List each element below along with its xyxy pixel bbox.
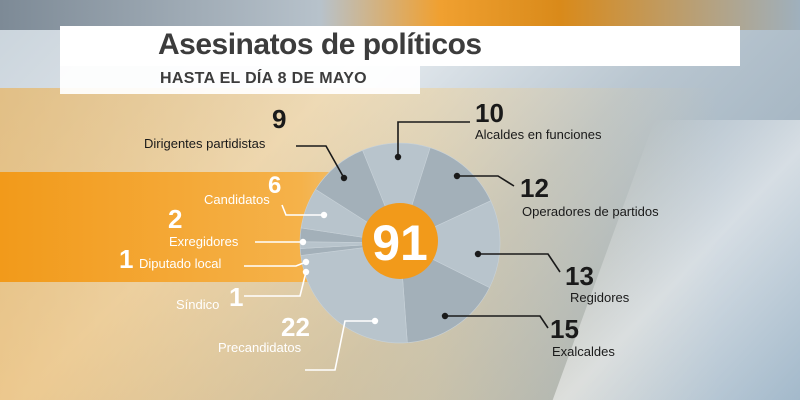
category-label-exalcaldes: Exalcaldes — [552, 344, 615, 359]
leader-dot-operadores-de-partidos — [453, 172, 461, 180]
leader-line-diputado-local — [244, 261, 307, 267]
leader-dot-diputado-local — [302, 258, 310, 266]
category-label-exregidores: Exregidores — [169, 234, 239, 249]
value-label-precandidatos: 22 — [281, 312, 310, 342]
pie-slice-regidores — [399, 200, 501, 289]
category-label-operadores-de-partidos: Operadores de partidos — [522, 204, 659, 219]
leader-line-alcaldes-en-funciones — [397, 121, 470, 157]
leader-line-exalcaldes — [445, 315, 549, 329]
value-label-candidatos: 6 — [268, 172, 281, 199]
leader-dot-sindico — [302, 268, 310, 276]
leader-dot-precandidatos — [371, 317, 379, 325]
value-label-alcaldes-en-funciones: 10 — [475, 98, 504, 128]
pie-slice-alcaldes-en-funciones — [362, 142, 431, 244]
total-value: 91 — [372, 215, 428, 271]
category-label-dirigentes-partidistas: Dirigentes partidistas — [144, 136, 266, 151]
category-label-sindico: Síndico — [176, 297, 219, 312]
chart-subtitle: HASTA EL DÍA 8 DE MAYO — [160, 70, 367, 87]
category-label-diputado-local: Diputado local — [139, 256, 221, 271]
leader-dot-alcaldes-en-funciones — [394, 153, 402, 161]
value-label-sindico: 1 — [229, 282, 243, 312]
value-label-regidores: 13 — [565, 261, 594, 291]
value-label-exregidores: 2 — [168, 204, 182, 234]
background-top-strip — [0, 0, 800, 30]
leader-dot-exregidores — [299, 238, 307, 246]
value-label-operadores-de-partidos: 12 — [520, 173, 549, 203]
value-label-exalcaldes: 15 — [550, 314, 579, 344]
category-label-precandidatos: Precandidatos — [218, 340, 302, 355]
leader-dot-regidores — [474, 250, 482, 258]
leader-line-sindico — [244, 271, 307, 297]
value-label-dirigentes-partidistas: 9 — [272, 104, 286, 134]
leader-line-operadores-de-partidos — [457, 175, 515, 187]
category-label-regidores: Regidores — [570, 290, 630, 305]
total-circle — [362, 203, 438, 279]
category-label-alcaldes-en-funciones: Alcaldes en funciones — [475, 127, 602, 142]
category-label-candidatos: Candidatos — [204, 192, 270, 207]
subtitle-bar — [60, 66, 420, 94]
chart-title: Asesinatos de políticos — [158, 28, 482, 61]
leader-dot-exalcaldes — [441, 312, 449, 320]
leader-line-dirigentes-partidistas — [296, 145, 345, 179]
leader-line-precandidatos — [305, 320, 375, 371]
title-bar — [60, 26, 740, 66]
leader-line-regidores — [478, 253, 561, 273]
leader-line-candidatos — [281, 204, 324, 216]
value-label-diputado-local: 1 — [119, 244, 133, 274]
leader-dot-candidatos — [320, 211, 328, 219]
leader-dot-dirigentes-partidistas — [340, 174, 348, 182]
